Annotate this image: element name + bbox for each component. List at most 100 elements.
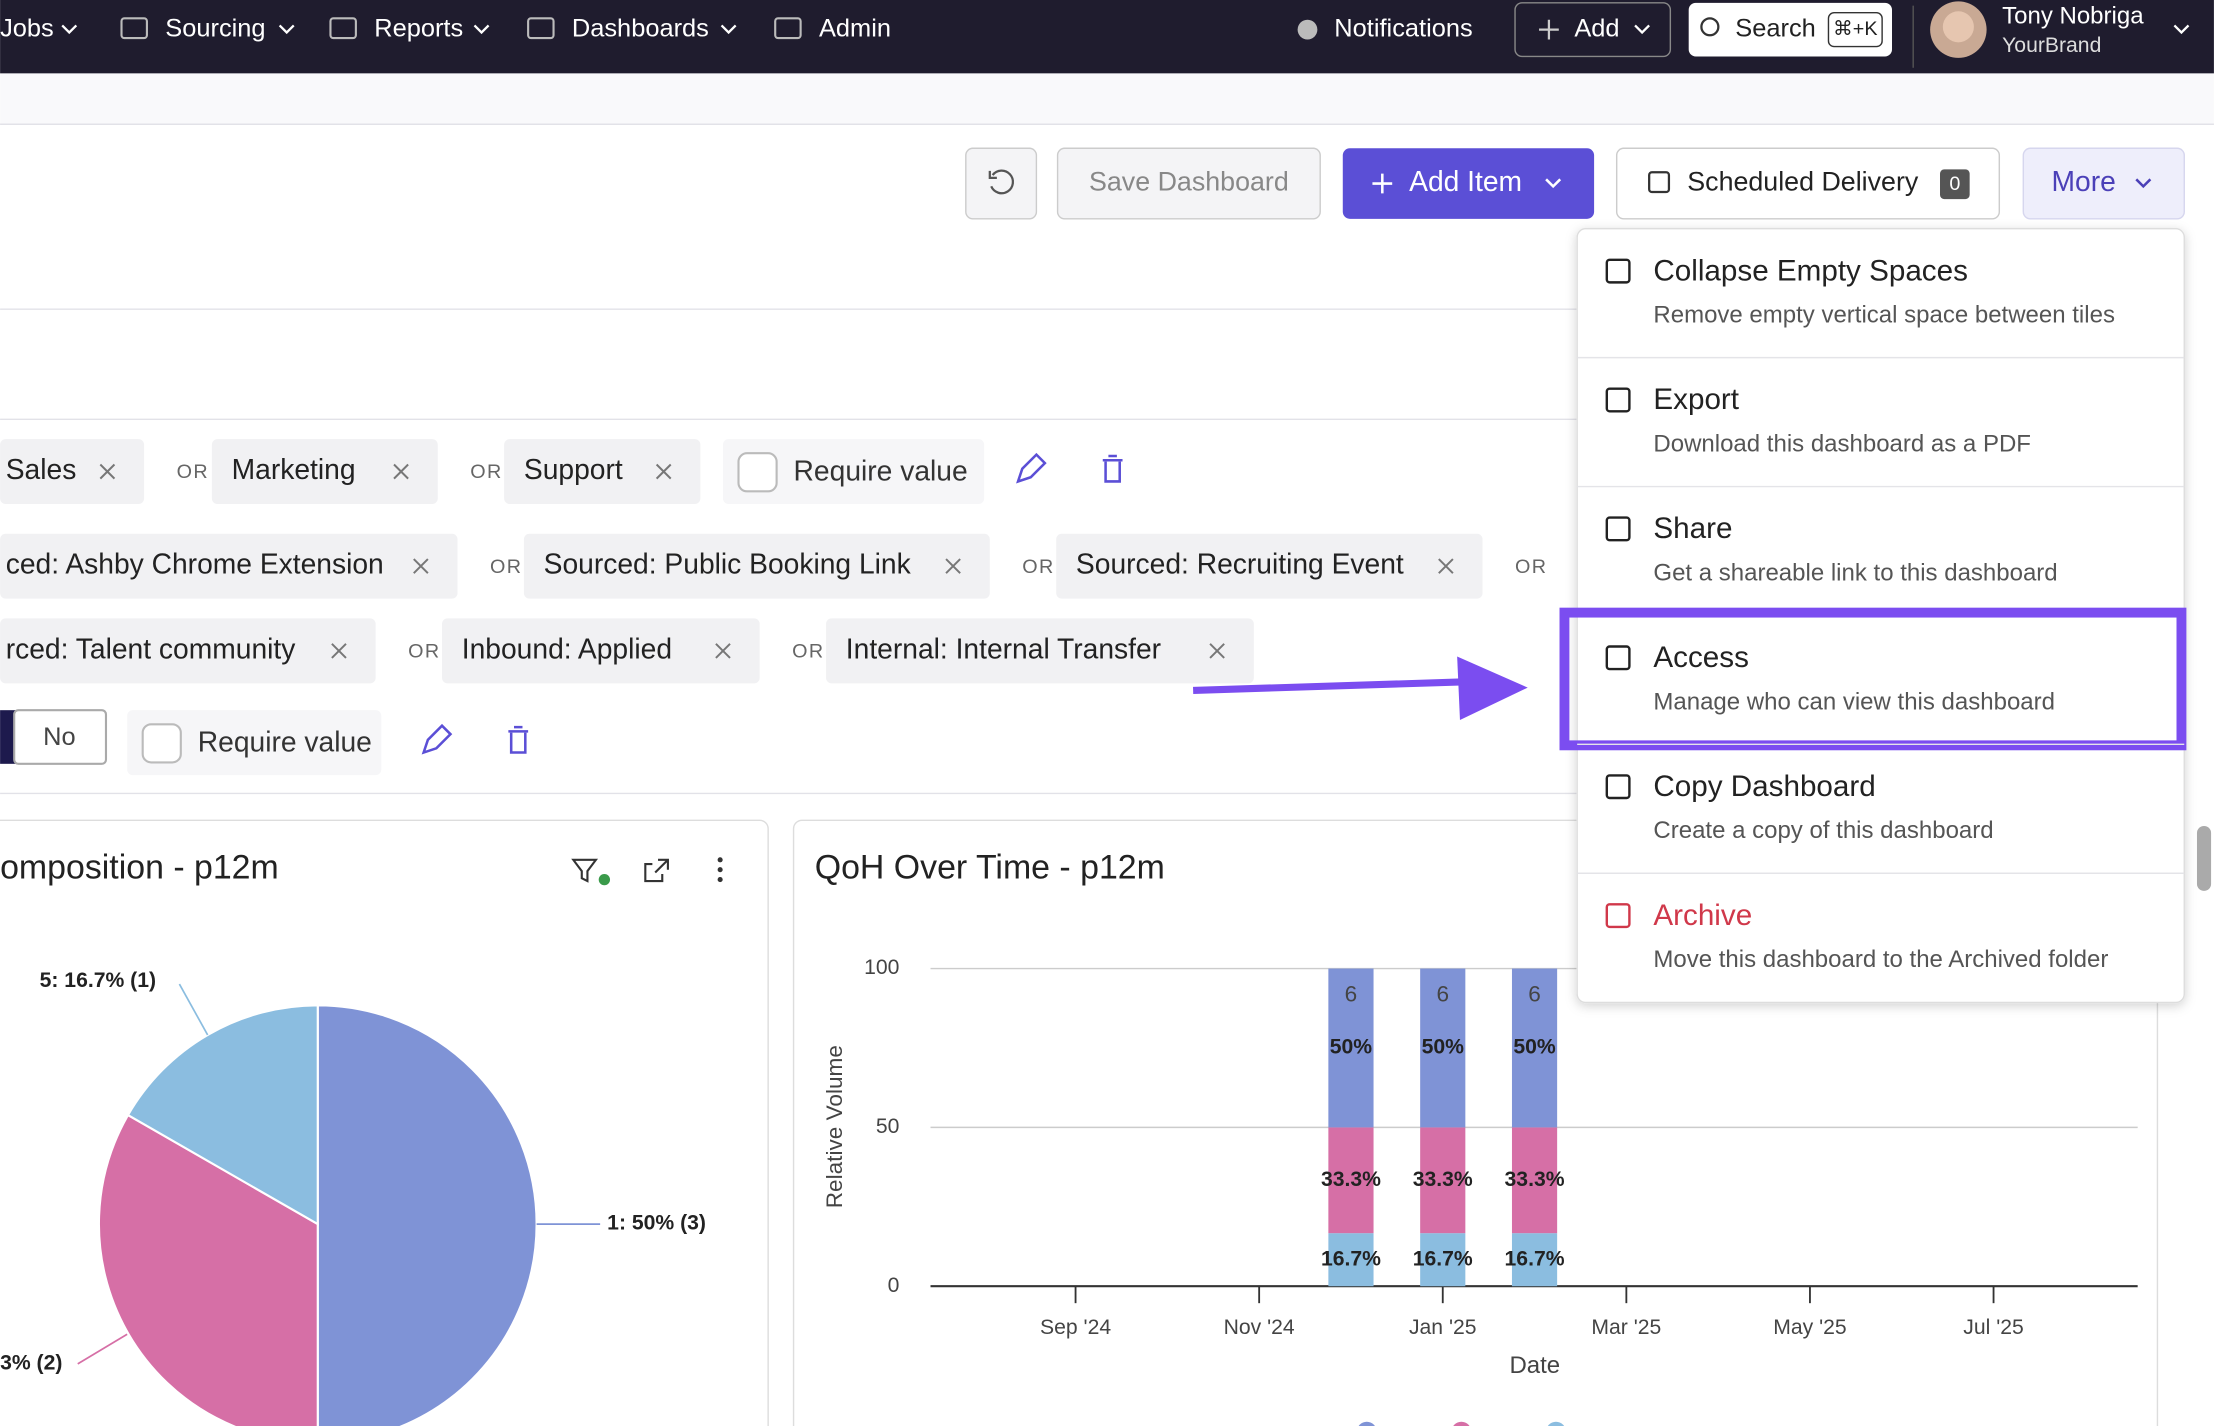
menu-item[interactable]: [1577, 487, 2184, 615]
more-button[interactable]: [2022, 147, 2185, 220]
undo-button[interactable]: [965, 147, 1038, 220]
data-label: 33.3%: [1505, 1168, 1565, 1191]
label: OR: [792, 641, 824, 663]
label: 5: 16.7% (1): [40, 969, 156, 992]
nav-item[interactable]: Jobs: [0, 14, 54, 42]
edit-icon[interactable]: [1016, 452, 1047, 484]
menu-icon: [1605, 774, 1631, 800]
total-label: 6: [1528, 981, 1541, 1006]
filter-chip: [0, 618, 376, 684]
remove-icon[interactable]: [393, 463, 409, 480]
remove-icon[interactable]: [1438, 558, 1454, 574]
data-label: 50%: [1330, 1036, 1373, 1059]
label: Create a copy of this dashboard: [1653, 817, 1993, 844]
bar-segment: [1328, 968, 1374, 1128]
x-tick-label: Nov '24: [1224, 1316, 1295, 1339]
label: Internal: Internal Transfer: [846, 632, 1161, 664]
undo-icon: [988, 169, 1014, 195]
checkbox[interactable]: [737, 452, 778, 493]
scheduled-button[interactable]: [1615, 147, 2001, 220]
delete-icon[interactable]: [508, 725, 529, 754]
remove-icon[interactable]: [655, 463, 672, 480]
edit-icon[interactable]: [421, 723, 453, 755]
remove-icon[interactable]: [331, 643, 347, 659]
menu-dot: [717, 857, 723, 863]
label: Save Dashboard: [1089, 167, 1289, 197]
label: omposition - p12m: [0, 849, 279, 887]
require-chip: [722, 439, 985, 505]
highlight-box: [1559, 607, 2187, 751]
data-label: 50%: [1422, 1036, 1465, 1059]
chevron: [1634, 24, 1650, 35]
filter-chip: [826, 618, 1254, 684]
y-tick-label: 0: [888, 1274, 900, 1297]
label[interactable]: Notifications: [1334, 14, 1472, 42]
sub-bar: [0, 73, 2214, 125]
total-label: 6: [1345, 981, 1358, 1006]
menu-item[interactable]: [1577, 229, 2184, 357]
save-button[interactable]: [1056, 147, 1321, 220]
remove-icon[interactable]: [413, 558, 429, 574]
menu-icon: [1605, 258, 1631, 284]
label: QoH Over Time - p12m: [815, 849, 1165, 887]
filter-icon[interactable]: [571, 858, 599, 883]
label: 0: [1949, 173, 1960, 195]
menu-item[interactable]: [1577, 873, 2184, 1001]
nav-item[interactable]: Reports: [374, 14, 463, 42]
menu-dot: [717, 877, 723, 883]
data-label: 16.7%: [1505, 1247, 1565, 1270]
label: Sourced: Public Booking Link: [544, 548, 912, 580]
label: Scheduled Delivery: [1687, 167, 1919, 197]
menu-icon: [1605, 645, 1631, 671]
delete-icon[interactable]: [1102, 454, 1123, 483]
menu-item[interactable]: [1577, 615, 2184, 743]
menu-icon: [1605, 903, 1631, 929]
label: OR: [470, 461, 502, 483]
data-label: 16.7%: [1413, 1247, 1473, 1270]
menu-item[interactable]: [1577, 744, 2184, 872]
label: Relative Volume: [822, 1045, 847, 1208]
add-item-button[interactable]: [1342, 148, 1595, 219]
nav-icon: [774, 17, 802, 40]
label: More: [2052, 165, 2116, 197]
label: rced: Talent community: [6, 632, 297, 664]
checkbox[interactable]: [141, 723, 182, 764]
menu-item[interactable]: [1577, 358, 2184, 486]
nav-item[interactable]: Sourcing: [165, 14, 265, 42]
nav-item[interactable]: Dashboards: [572, 14, 709, 42]
remove-icon[interactable]: [1209, 643, 1225, 659]
label: OR: [408, 641, 440, 663]
chevron: [2135, 178, 2152, 189]
label: OR: [1022, 556, 1054, 578]
chevron: [720, 24, 737, 35]
filter-chip: [1056, 533, 1483, 599]
plus: [1372, 173, 1393, 194]
chevron: [2173, 24, 2190, 35]
nav-icon: [527, 17, 555, 40]
remove-icon[interactable]: [715, 643, 731, 659]
label: Manage who can view this dashboard: [1653, 688, 2055, 715]
leader-line: [77, 1333, 128, 1365]
label: Require value: [198, 726, 372, 758]
open-icon[interactable]: [644, 858, 669, 883]
legend-dot: [1358, 1421, 1375, 1426]
menu-dot: [717, 867, 723, 873]
y-tick-label: 50: [876, 1115, 900, 1138]
toggle-off[interactable]: [13, 709, 108, 765]
nav-item[interactable]: Admin: [819, 14, 891, 42]
label: No: [43, 723, 75, 751]
pie-slice: [316, 1004, 538, 1426]
label: Date: [1509, 1352, 1560, 1379]
label: ced: Ashby Chrome Extension: [6, 548, 384, 580]
remove-icon[interactable]: [945, 558, 961, 574]
label: YourBrand: [2002, 34, 2101, 57]
bar-segment: [1511, 1127, 1558, 1234]
add-button[interactable]: [1514, 2, 1672, 58]
search-box[interactable]: [1688, 2, 1893, 57]
bar-segment: [1420, 968, 1466, 1128]
label: 1: 50% (3): [607, 1212, 706, 1235]
remove-icon[interactable]: [99, 463, 116, 480]
label: Export: [1653, 383, 1739, 416]
x-tick-label: May '25: [1773, 1316, 1846, 1339]
